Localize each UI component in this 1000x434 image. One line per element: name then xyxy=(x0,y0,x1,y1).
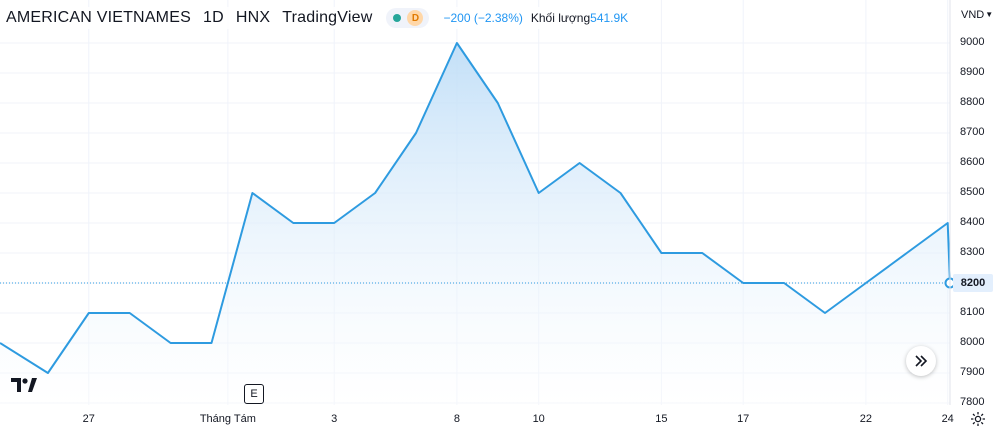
chart-price-line xyxy=(0,42,951,374)
gear-icon[interactable] xyxy=(968,409,988,429)
currency-label: VND xyxy=(961,9,985,21)
data-point xyxy=(168,340,174,346)
data-point xyxy=(618,190,624,196)
price-line xyxy=(0,42,951,374)
double-chevron-right-icon[interactable] xyxy=(906,346,936,376)
market-status-pill[interactable]: D xyxy=(386,8,430,28)
data-point xyxy=(249,190,255,196)
delay-badge: D xyxy=(407,10,424,26)
chart-legend: AMERICAN VIETNAMES 1D HNX TradingView D … xyxy=(6,7,629,29)
x-tick-label: 22 xyxy=(859,413,873,425)
data-source-label: TradingView xyxy=(282,9,373,26)
data-point xyxy=(290,220,296,226)
data-point xyxy=(863,280,869,286)
x-tick-label: 15 xyxy=(655,413,668,425)
data-point xyxy=(86,310,92,316)
market-status-dot-icon xyxy=(393,14,402,22)
x-tick-label: 10 xyxy=(532,413,545,425)
volume-value: 541.9K xyxy=(590,11,629,25)
data-point xyxy=(495,100,501,106)
exchange-label: HNX xyxy=(235,9,271,26)
y-tick-label: 9000 xyxy=(960,36,985,48)
tradingview-logo-icon[interactable] xyxy=(10,373,38,397)
price-change: −200 (−2.38%) xyxy=(443,11,523,25)
interval-label[interactable]: 1D xyxy=(202,9,224,26)
area-fill xyxy=(0,43,950,405)
y-tick-label: 8300 xyxy=(960,246,985,258)
y-tick-label: 8500 xyxy=(960,186,985,198)
chart-area-fill xyxy=(0,43,950,405)
currency-selector[interactable]: VND▼ xyxy=(961,9,993,21)
data-point xyxy=(413,130,419,136)
x-tick-label: 8 xyxy=(453,413,460,425)
data-point xyxy=(577,160,583,166)
data-point xyxy=(45,370,51,376)
x-tick-label: 3 xyxy=(331,413,338,425)
data-point xyxy=(454,40,460,46)
y-tick-label: 8700 xyxy=(960,126,985,138)
y-tick-label: 8900 xyxy=(960,66,985,78)
x-tick-label: 24 xyxy=(941,413,954,425)
y-tick-label: 7900 xyxy=(960,366,985,378)
x-tick-label: 17 xyxy=(737,413,750,425)
y-tick-label: 8400 xyxy=(960,216,985,228)
data-point xyxy=(904,250,910,256)
data-point xyxy=(127,310,133,316)
symbol-name[interactable]: AMERICAN VIETNAMES xyxy=(6,9,191,26)
data-point xyxy=(331,220,337,226)
y-tick-label: 8100 xyxy=(960,306,985,318)
chevron-down-icon: ▼ xyxy=(985,10,994,19)
x-tick-label: 27 xyxy=(82,413,95,425)
volume-label: Khối lượng xyxy=(530,11,591,25)
x-tick-label: Tháng Tám xyxy=(199,413,256,425)
y-tick-label: 8000 xyxy=(960,336,985,348)
earnings-event-marker[interactable]: E xyxy=(244,384,264,404)
data-point xyxy=(372,190,378,196)
data-point xyxy=(658,250,664,256)
last-price-tag: 8200 xyxy=(953,274,993,292)
data-point xyxy=(699,250,705,256)
y-tick-label: 8800 xyxy=(960,96,985,108)
y-tick-label: 8600 xyxy=(960,156,985,168)
data-point xyxy=(822,310,828,316)
y-tick-label: 7800 xyxy=(960,396,985,408)
data-point xyxy=(536,190,542,196)
data-point xyxy=(209,340,215,346)
